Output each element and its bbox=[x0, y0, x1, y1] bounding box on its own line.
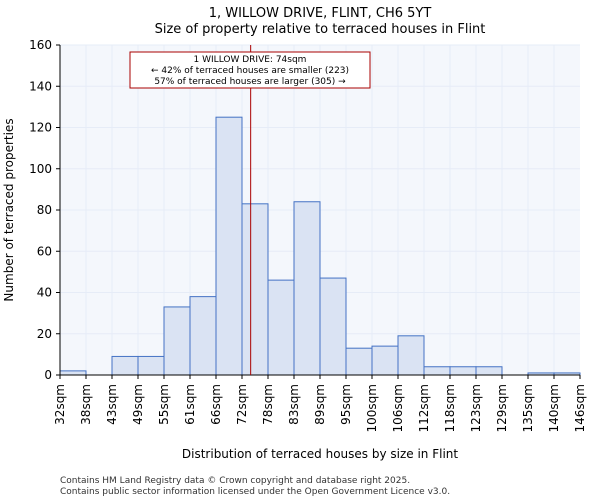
y-tick-label: 80 bbox=[37, 203, 52, 217]
bar bbox=[163, 306, 191, 376]
chart-title: 1, WILLOW DRIVE, FLINT, CH6 5YT bbox=[209, 6, 432, 21]
y-tick-label: 40 bbox=[37, 286, 52, 300]
x-tick-label: 55sqm bbox=[157, 384, 171, 425]
x-axis-label: Distribution of terraced houses by size … bbox=[182, 447, 459, 461]
bar bbox=[371, 345, 399, 376]
x-tick-label: 129sqm bbox=[495, 384, 509, 432]
x-tick-label: 78sqm bbox=[261, 384, 275, 425]
y-axis-label: Number of terraced properties bbox=[2, 118, 16, 301]
x-tick-label: 100sqm bbox=[365, 384, 379, 432]
x-tick-label: 32sqm bbox=[53, 384, 67, 425]
x-tick-label: 43sqm bbox=[105, 384, 119, 425]
bar bbox=[59, 370, 87, 376]
y-tick-label: 60 bbox=[37, 244, 52, 258]
bar bbox=[267, 279, 295, 376]
y-tick-label: 160 bbox=[29, 38, 52, 52]
annotation-line: 57% of terraced houses are larger (305) … bbox=[154, 77, 346, 87]
x-tick-label: 38sqm bbox=[79, 384, 93, 425]
x-tick-label: 95sqm bbox=[339, 384, 353, 425]
y-tick-label: 20 bbox=[37, 327, 52, 341]
y-tick-label: 120 bbox=[29, 121, 52, 135]
x-tick-label: 66sqm bbox=[209, 384, 223, 425]
bar bbox=[241, 203, 269, 376]
bar bbox=[189, 296, 217, 376]
bar bbox=[397, 335, 425, 376]
x-tick-label: 140sqm bbox=[547, 384, 561, 432]
bar bbox=[423, 366, 451, 376]
y-tick-label: 140 bbox=[29, 79, 52, 93]
x-tick-label: 112sqm bbox=[417, 384, 431, 432]
x-tick-label: 146sqm bbox=[573, 384, 587, 432]
x-tick-label: 135sqm bbox=[521, 384, 535, 432]
annotation-line: 1 WILLOW DRIVE: 74sqm bbox=[194, 55, 307, 65]
y-tick-label: 0 bbox=[44, 368, 52, 382]
x-tick-label: 49sqm bbox=[131, 384, 145, 425]
footer-line-2: Contains public sector information licen… bbox=[60, 487, 450, 497]
x-tick-label: 61sqm bbox=[183, 384, 197, 425]
plot-area: 0 20 40 60 80 100 120 140 160 32sqm 38sqm 43sqm 49sq… bbox=[29, 38, 587, 432]
footer-line-1: Contains HM Land Registry data © Crown c… bbox=[60, 476, 410, 486]
chart-subtitle: Size of property relative to terraced ho… bbox=[155, 22, 486, 37]
x-tick-label: 72sqm bbox=[235, 384, 249, 425]
annotation-box bbox=[129, 51, 371, 89]
bar bbox=[319, 277, 347, 376]
bar bbox=[111, 355, 139, 376]
x-tick-label: 89sqm bbox=[313, 384, 327, 425]
x-tick-label: 83sqm bbox=[287, 384, 301, 425]
x-tick-label: 123sqm bbox=[469, 384, 483, 432]
bar bbox=[215, 116, 243, 376]
x-tick-label: 118sqm bbox=[443, 384, 457, 432]
y-tick-label: 100 bbox=[29, 162, 52, 176]
bar bbox=[475, 366, 503, 376]
bar bbox=[293, 201, 321, 376]
bar bbox=[345, 347, 373, 376]
x-tick-label: 106sqm bbox=[391, 384, 405, 432]
annotation-line: ← 42% of terraced houses are smaller (22… bbox=[151, 66, 349, 76]
bar bbox=[449, 366, 477, 376]
bar bbox=[137, 355, 165, 376]
